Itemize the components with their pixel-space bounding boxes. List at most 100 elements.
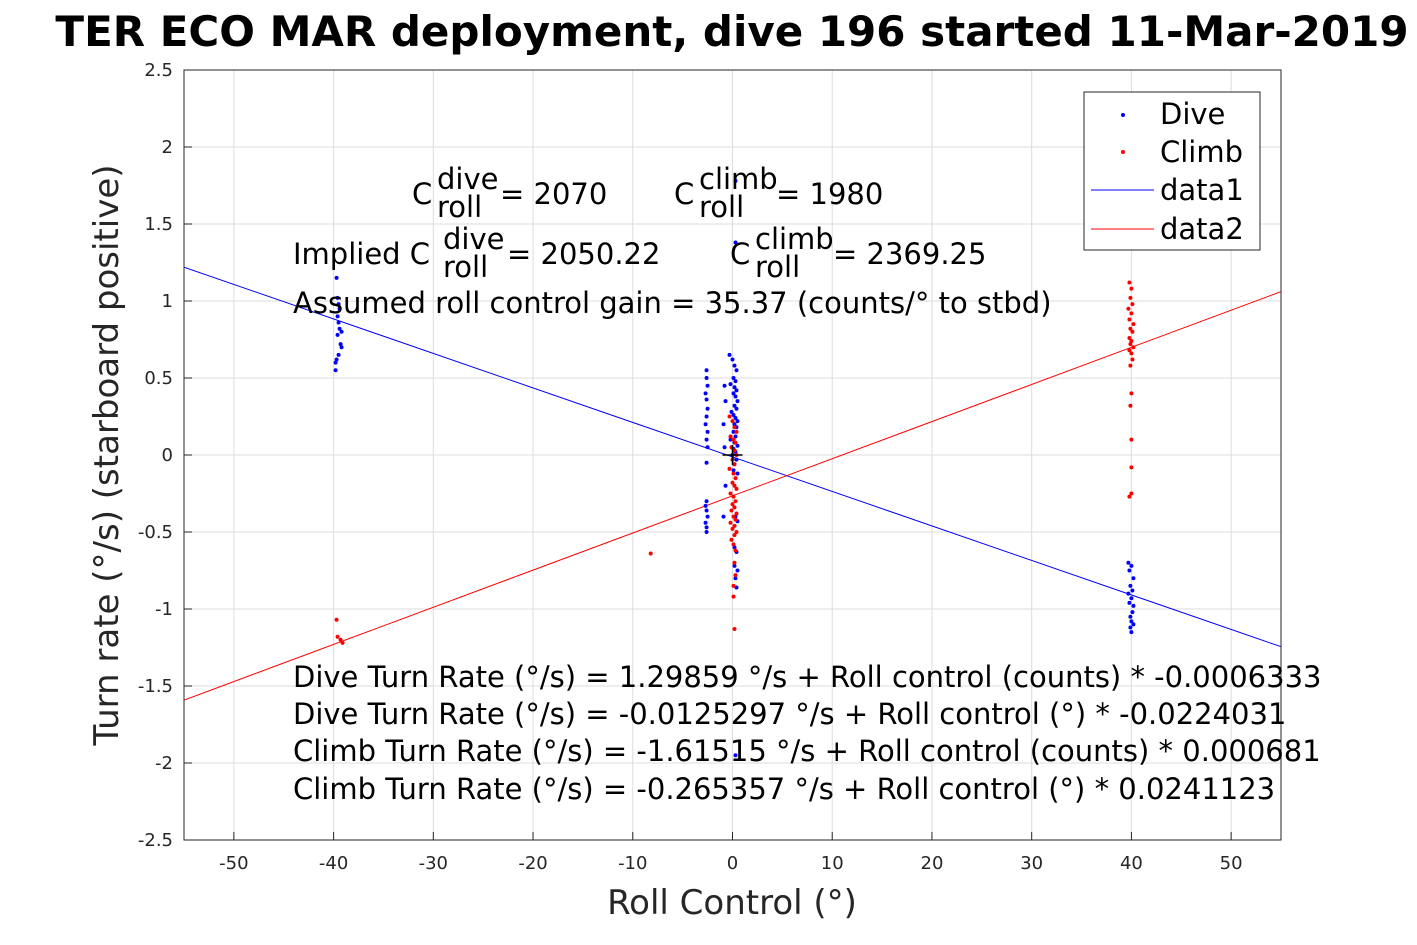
climb-point — [733, 573, 738, 578]
x-axis-label: Roll Control (°) — [607, 883, 857, 923]
y-tick-label: -2.5 — [138, 830, 173, 851]
climb-point — [727, 466, 732, 471]
dive-point — [728, 437, 733, 442]
climb-point — [734, 486, 739, 491]
dive-point — [1126, 560, 1131, 565]
climb-point — [1128, 326, 1133, 331]
dive-point — [1129, 563, 1134, 568]
climb-point — [732, 627, 737, 632]
climb-point — [1130, 357, 1135, 362]
plot-frame — [183, 69, 1282, 841]
climb-point — [340, 640, 345, 645]
dive-point — [705, 383, 710, 388]
dive-point — [705, 445, 710, 450]
legend: Dive Climb data1 data2 — [1083, 91, 1261, 251]
dive-point — [1127, 600, 1132, 605]
climb-point — [732, 425, 737, 430]
x-tick-label: 10 — [821, 853, 844, 874]
dive-point — [705, 514, 710, 519]
dive-point — [728, 382, 733, 387]
dive-point — [722, 383, 727, 388]
implied-climb-sub: roll — [755, 250, 800, 284]
climb-point — [732, 523, 737, 528]
x-tick-label: 0 — [727, 853, 738, 874]
dive-point — [732, 403, 737, 408]
climb-point — [730, 526, 735, 531]
dive-point — [734, 585, 739, 590]
dive-point — [723, 399, 728, 404]
implied-dive-sup: dive — [443, 222, 504, 256]
dive-point — [1128, 583, 1133, 588]
c-roll-dive-sup: dive — [437, 162, 498, 196]
dive-point — [730, 357, 735, 362]
climb-point — [731, 542, 736, 547]
y-tick-label: 2 — [162, 137, 173, 158]
climb-point — [334, 617, 339, 622]
climb-point — [728, 491, 733, 496]
climb-point — [732, 483, 737, 488]
dive-point — [1129, 630, 1134, 635]
dive-point — [336, 352, 341, 357]
dive-point — [704, 414, 709, 419]
climb-point — [1127, 335, 1132, 340]
equation-climb-degrees: Climb Turn Rate (°/s) = -0.265357 °/s + … — [293, 772, 1275, 806]
y-tick-label: 1.5 — [144, 214, 173, 235]
dive-point — [1129, 596, 1134, 601]
dive-point — [735, 568, 740, 573]
dive-point — [337, 306, 342, 311]
implied-dive-sub: roll — [443, 250, 488, 284]
c-roll-dive-annotation: C dive roll = 2070 — [412, 162, 607, 224]
dive-point — [335, 332, 340, 337]
climb-point — [1126, 306, 1131, 311]
x-tick-label: 30 — [1020, 853, 1043, 874]
dive-point — [337, 326, 342, 331]
climb-point — [335, 634, 340, 639]
legend-climb-marker — [1121, 150, 1125, 154]
chart-title: TER ECO MAR deployment, dive 196 started… — [55, 7, 1408, 56]
dive-point — [704, 368, 709, 373]
climb-point — [730, 480, 735, 485]
implied-climb-value: = 2369.25 — [833, 237, 986, 271]
y-tick-label: -1.5 — [138, 676, 173, 697]
dive-point — [339, 329, 344, 334]
c-roll-climb-sub: roll — [699, 190, 744, 224]
dive-point — [705, 429, 710, 434]
dive-point — [339, 345, 344, 350]
legend-climb-label: Climb — [1160, 135, 1243, 169]
x-tick-label: -10 — [618, 853, 647, 874]
climb-point — [1131, 345, 1136, 350]
dive-point — [1128, 625, 1133, 630]
dive-point — [734, 457, 739, 462]
dive-point — [731, 376, 736, 380]
climb-point — [731, 494, 736, 499]
dive-point — [1131, 576, 1136, 581]
dive-point — [735, 471, 740, 476]
dive-point — [727, 352, 732, 357]
dive-point — [1130, 610, 1135, 615]
dive-point — [733, 379, 738, 384]
implied-climb-annotation: C climb roll = 2369.25 — [730, 222, 986, 284]
y-tick-label: -0.5 — [138, 522, 173, 543]
climb-point — [1129, 311, 1134, 316]
legend-dive-label: Dive — [1160, 97, 1225, 131]
dive-point — [722, 445, 727, 450]
climb-point — [731, 594, 736, 599]
c-roll-climb-annotation: C climb roll = 1980 — [674, 162, 883, 224]
climb-point — [728, 434, 733, 439]
dive-point — [336, 320, 341, 325]
x-tick-label: -50 — [219, 853, 248, 874]
dive-point — [333, 360, 338, 365]
climb-point — [1128, 295, 1133, 300]
scatter-points — [333, 178, 1136, 758]
dive-point — [703, 503, 708, 508]
x-tick-label: 50 — [1220, 853, 1243, 874]
climb-point — [1128, 342, 1133, 347]
dive-point — [721, 514, 726, 519]
gain-annotation: Assumed roll control gain = 35.37 (count… — [293, 286, 1052, 320]
x-tick-label: -20 — [518, 853, 547, 874]
dive-point — [731, 468, 736, 473]
climb-point — [730, 502, 735, 507]
dive-point — [733, 753, 738, 758]
dive-point — [1128, 614, 1133, 619]
c-roll-climb-letter: C — [674, 177, 694, 211]
